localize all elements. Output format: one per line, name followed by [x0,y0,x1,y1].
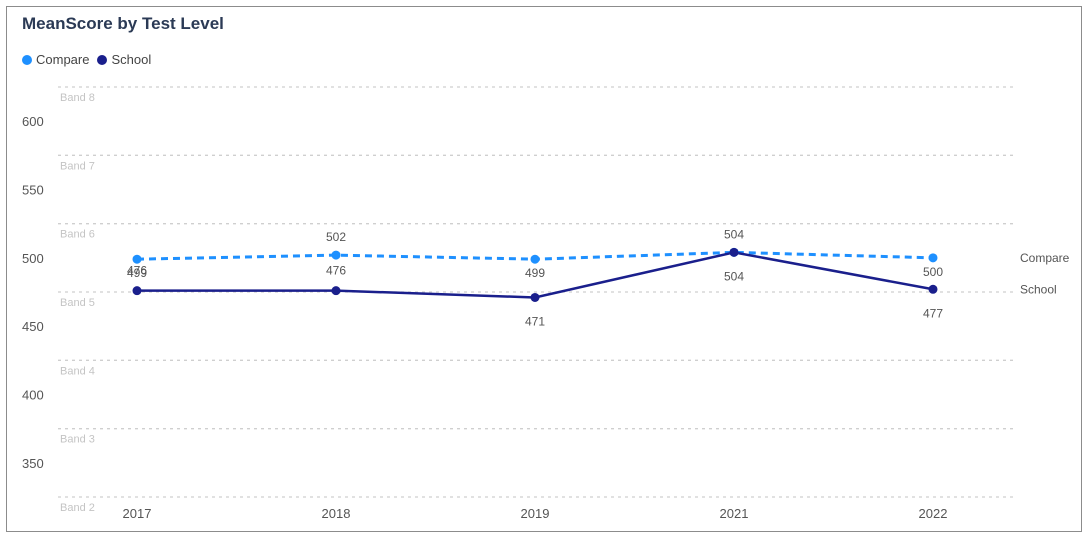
legend-dot-school [97,54,108,65]
x-tick-label: 2022 [919,506,948,521]
data-label-school: 476 [326,264,346,278]
end-label-school: School [1020,282,1057,296]
data-label-school: 504 [724,269,744,283]
data-label-compare: 504 [724,227,744,241]
data-point-school [530,292,540,302]
data-label-school: 477 [923,306,943,320]
y-tick-label: 400 [22,388,44,403]
data-point-compare [928,253,938,263]
band-label-4: Band 4 [60,365,95,377]
data-point-school [729,247,739,257]
y-tick-label: 350 [22,456,44,471]
x-tick-label: 2021 [720,506,749,521]
data-label-school: 471 [525,314,545,328]
data-label-compare: 500 [923,265,943,279]
data-label-compare: 499 [525,266,545,280]
band-label-6: Band 6 [60,229,95,241]
data-label-school: 476 [127,264,147,278]
data-label-compare: 502 [326,230,346,244]
legend-label-school: School [111,52,152,67]
data-point-compare [530,254,540,264]
y-tick-label: 500 [22,251,44,266]
legend-item-school[interactable]: School [97,52,151,67]
legend-dot-compare [22,54,32,65]
y-tick-label: 550 [22,183,44,198]
band-label-2: Band 2 [60,502,95,514]
y-tick-label: 450 [22,319,44,334]
chart-title: MeanScore by Test Level [22,14,224,33]
data-point-compare [132,254,142,264]
legend-item-compare[interactable]: Compare [22,52,89,67]
chart-frame [6,6,1082,532]
data-label-compare: 499 [127,266,147,280]
data-point-school [132,286,142,296]
x-tick-label: 2018 [322,506,351,521]
band-label-7: Band 7 [60,160,95,172]
data-point-school [928,284,938,294]
legend-label-compare: Compare [36,52,90,67]
data-point-compare [331,250,341,260]
band-label-3: Band 3 [60,434,95,446]
band-label-8: Band 8 [60,92,95,104]
x-tick-label: 2017 [123,506,152,521]
end-label-compare: Compare [1020,251,1070,265]
y-tick-label: 600 [22,114,44,129]
chart-legend: Compare School [22,52,159,67]
band-label-5: Band 5 [60,297,95,309]
x-tick-label: 2019 [521,506,550,521]
data-point-school [331,286,341,296]
